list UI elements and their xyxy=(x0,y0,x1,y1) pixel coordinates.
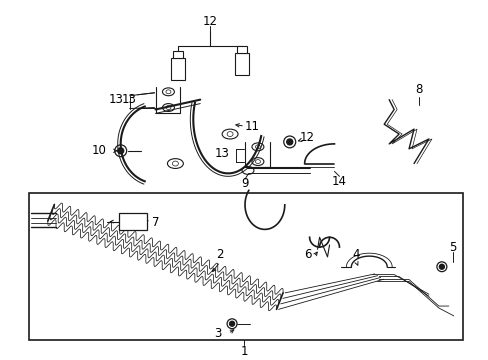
Text: 12: 12 xyxy=(300,131,314,144)
Text: 5: 5 xyxy=(448,240,456,253)
Text: 13: 13 xyxy=(108,93,123,106)
Text: 3: 3 xyxy=(214,327,222,340)
Text: 11: 11 xyxy=(244,120,259,133)
Bar xyxy=(29,193,462,341)
Text: 7: 7 xyxy=(151,216,159,229)
Circle shape xyxy=(286,139,292,145)
Text: 4: 4 xyxy=(352,248,359,261)
Text: 8: 8 xyxy=(414,83,422,96)
FancyBboxPatch shape xyxy=(237,46,246,54)
Bar xyxy=(119,213,146,230)
FancyBboxPatch shape xyxy=(173,50,183,58)
Text: 13: 13 xyxy=(214,147,229,160)
Text: 13: 13 xyxy=(121,93,136,106)
Text: 6: 6 xyxy=(303,248,311,261)
Text: 10: 10 xyxy=(91,144,106,157)
Text: 14: 14 xyxy=(331,175,346,188)
Circle shape xyxy=(229,321,234,326)
Circle shape xyxy=(439,264,444,269)
FancyBboxPatch shape xyxy=(171,58,185,80)
Circle shape xyxy=(118,148,123,154)
Text: 9: 9 xyxy=(241,177,248,190)
Text: 1: 1 xyxy=(240,345,247,358)
Text: 2: 2 xyxy=(216,248,224,261)
Text: 12: 12 xyxy=(203,14,217,28)
FancyBboxPatch shape xyxy=(235,54,248,75)
